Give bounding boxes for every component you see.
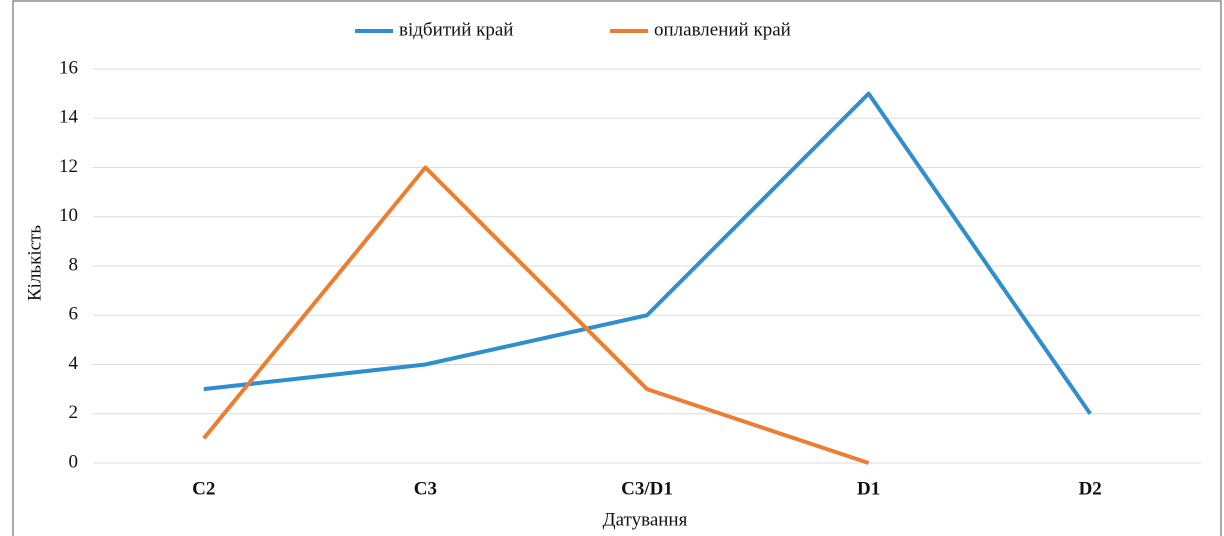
y-tick-label: 2 bbox=[69, 402, 79, 423]
chart-frame bbox=[12, 0, 1222, 536]
y-tick-label: 12 bbox=[59, 156, 78, 177]
y-tick-label: 14 bbox=[59, 107, 79, 128]
y-tick-label: 0 bbox=[69, 451, 79, 472]
x-axis-title: Датування bbox=[603, 509, 688, 530]
y-tick-label: 8 bbox=[69, 254, 79, 275]
y-axis-title: Кількість bbox=[24, 225, 45, 301]
y-tick-label: 6 bbox=[69, 304, 79, 325]
x-tick-label: D1 bbox=[857, 478, 880, 499]
y-tick-label: 4 bbox=[69, 353, 79, 374]
x-tick-label: C3/D1 bbox=[621, 478, 673, 499]
y-tick-label: 16 bbox=[59, 57, 78, 78]
series-line bbox=[203, 91, 1092, 415]
y-tick-label: 10 bbox=[59, 205, 78, 226]
series-line bbox=[202, 165, 870, 465]
legend-label: відбитий край bbox=[399, 19, 513, 40]
legend-label: оплавлений край bbox=[654, 19, 791, 40]
x-tick-label: C3 bbox=[414, 478, 437, 499]
x-tick-label: C2 bbox=[192, 478, 215, 499]
x-tick-label: D2 bbox=[1079, 478, 1102, 499]
